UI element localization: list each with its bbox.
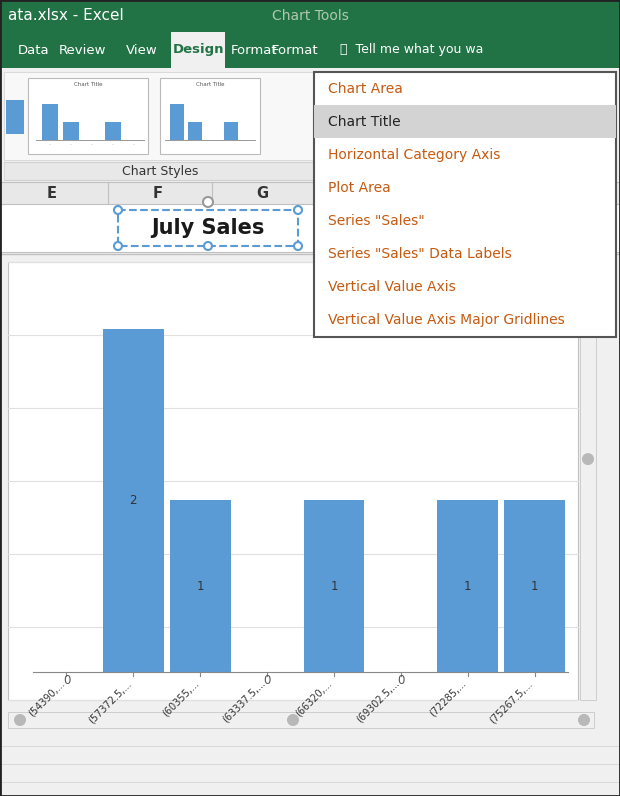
- Bar: [8, 262, 578, 700]
- Bar: [42, 104, 58, 140]
- Bar: [103, 329, 164, 672]
- Text: Format: Format: [272, 44, 318, 57]
- Text: 0: 0: [63, 674, 70, 687]
- Bar: [0, 0, 620, 32]
- Bar: [580, 262, 596, 700]
- Text: Plot Area: Plot Area: [328, 181, 391, 195]
- Circle shape: [203, 197, 213, 207]
- Bar: [170, 104, 184, 140]
- Bar: [63, 122, 79, 140]
- Bar: [171, 32, 225, 68]
- Text: 1: 1: [531, 579, 538, 593]
- Text: View: View: [126, 44, 158, 57]
- Bar: [160, 78, 260, 154]
- Bar: [105, 122, 121, 140]
- Bar: [0, 728, 620, 796]
- Text: Data: Data: [18, 44, 50, 57]
- Bar: [314, 105, 616, 139]
- Text: 1: 1: [464, 579, 471, 593]
- Bar: [118, 210, 298, 246]
- Bar: [188, 122, 202, 140]
- Text: ...: ...: [91, 142, 94, 146]
- Bar: [28, 78, 148, 154]
- Text: ...: ...: [132, 142, 136, 146]
- Text: (69302.5,...: (69302.5,...: [354, 678, 401, 724]
- Text: (60355,...: (60355,...: [160, 678, 200, 718]
- Text: July Sales: July Sales: [151, 218, 265, 238]
- Text: ...: ...: [69, 142, 73, 146]
- Text: Chart Area: Chart Area: [328, 81, 403, 96]
- Bar: [8, 712, 594, 728]
- Text: 0: 0: [397, 674, 404, 687]
- Text: (63337.5,...: (63337.5,...: [220, 678, 267, 724]
- Text: Chart Title: Chart Title: [74, 82, 102, 87]
- Bar: [4, 162, 314, 180]
- Text: E: E: [47, 185, 57, 201]
- Text: ...: ...: [112, 142, 115, 146]
- Bar: [6, 100, 24, 134]
- Bar: [170, 501, 231, 672]
- Circle shape: [294, 206, 302, 214]
- Text: (66320,...: (66320,...: [294, 678, 334, 718]
- Text: 0: 0: [264, 674, 271, 687]
- Text: Chart Styles: Chart Styles: [122, 165, 198, 178]
- Circle shape: [294, 242, 302, 250]
- Text: 1: 1: [330, 579, 338, 593]
- Bar: [504, 501, 565, 672]
- Text: 1: 1: [197, 579, 204, 593]
- Bar: [437, 501, 498, 672]
- Bar: [304, 501, 365, 672]
- Text: 2: 2: [130, 494, 137, 507]
- Text: (72285,...: (72285,...: [427, 678, 467, 719]
- Text: ⭘  Tell me what you wa: ⭘ Tell me what you wa: [340, 44, 484, 57]
- Bar: [0, 204, 620, 252]
- Text: Design: Design: [172, 44, 224, 57]
- Bar: [0, 32, 620, 68]
- Circle shape: [204, 242, 212, 250]
- Text: (57372.5,...: (57372.5,...: [86, 678, 133, 725]
- Circle shape: [114, 206, 122, 214]
- Text: Chart Title: Chart Title: [196, 82, 224, 87]
- Text: Review: Review: [58, 44, 106, 57]
- Circle shape: [287, 714, 299, 726]
- Bar: [314, 72, 616, 337]
- Text: Format: Format: [231, 44, 277, 57]
- Text: Chart Tools: Chart Tools: [272, 9, 348, 23]
- Text: G: G: [256, 185, 268, 201]
- Text: Vertical Value Axis: Vertical Value Axis: [328, 280, 456, 295]
- Circle shape: [578, 714, 590, 726]
- Circle shape: [582, 453, 594, 465]
- Bar: [0, 182, 620, 204]
- Text: Series "Sales" Data Labels: Series "Sales" Data Labels: [328, 248, 512, 261]
- Text: Horizontal Category Axis: Horizontal Category Axis: [328, 148, 500, 162]
- Text: Vertical Value Axis Major Gridlines: Vertical Value Axis Major Gridlines: [328, 314, 565, 327]
- Text: ...: ...: [48, 142, 51, 146]
- Circle shape: [14, 714, 26, 726]
- Text: F: F: [153, 185, 163, 201]
- Circle shape: [114, 242, 122, 250]
- Text: (75267.5,...: (75267.5,...: [487, 678, 534, 725]
- Text: (54390,...: (54390,...: [26, 678, 66, 718]
- Bar: [4, 72, 314, 160]
- Text: Chart Title: Chart Title: [328, 115, 401, 129]
- Text: Series "Sales": Series "Sales": [328, 214, 425, 228]
- Text: ata.xlsx - Excel: ata.xlsx - Excel: [8, 9, 124, 24]
- Bar: [224, 122, 238, 140]
